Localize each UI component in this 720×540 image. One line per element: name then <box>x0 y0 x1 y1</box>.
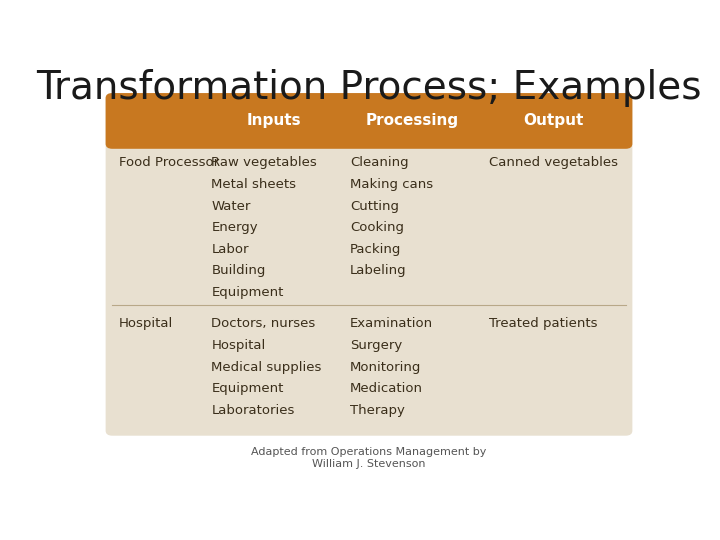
Text: Water: Water <box>212 199 251 213</box>
Text: Packing: Packing <box>350 243 402 256</box>
Text: Laboratories: Laboratories <box>212 404 294 417</box>
Text: Equipment: Equipment <box>212 382 284 395</box>
Text: Adapted from Operations Management by
William J. Stevenson: Adapted from Operations Management by Wi… <box>251 447 487 469</box>
Text: Cleaning: Cleaning <box>350 156 409 169</box>
Text: Canned vegetables: Canned vegetables <box>489 156 618 169</box>
Text: Raw vegetables: Raw vegetables <box>212 156 318 169</box>
Text: Energy: Energy <box>212 221 258 234</box>
Text: Labor: Labor <box>212 243 249 256</box>
Text: Output: Output <box>523 113 584 129</box>
Text: Monitoring: Monitoring <box>350 361 421 374</box>
Text: Metal sheets: Metal sheets <box>212 178 297 191</box>
Text: Cooking: Cooking <box>350 221 404 234</box>
Text: Processing: Processing <box>366 113 459 129</box>
Text: Hospital: Hospital <box>119 318 174 330</box>
Text: Inputs: Inputs <box>247 113 302 129</box>
Text: Building: Building <box>212 265 266 278</box>
Text: Food Processor: Food Processor <box>119 156 219 169</box>
FancyBboxPatch shape <box>106 93 632 149</box>
Text: Therapy: Therapy <box>350 404 405 417</box>
Text: Hospital: Hospital <box>212 339 266 352</box>
Text: Transformation Process; Examples: Transformation Process; Examples <box>36 69 702 107</box>
Text: Equipment: Equipment <box>212 286 284 299</box>
Text: Cutting: Cutting <box>350 199 399 213</box>
Text: Labeling: Labeling <box>350 265 407 278</box>
Text: Making cans: Making cans <box>350 178 433 191</box>
Text: Examination: Examination <box>350 318 433 330</box>
Text: Treated patients: Treated patients <box>489 318 597 330</box>
FancyBboxPatch shape <box>106 93 632 436</box>
Text: Doctors, nurses: Doctors, nurses <box>212 318 315 330</box>
Text: Medical supplies: Medical supplies <box>212 361 322 374</box>
Text: Surgery: Surgery <box>350 339 402 352</box>
Text: Medication: Medication <box>350 382 423 395</box>
